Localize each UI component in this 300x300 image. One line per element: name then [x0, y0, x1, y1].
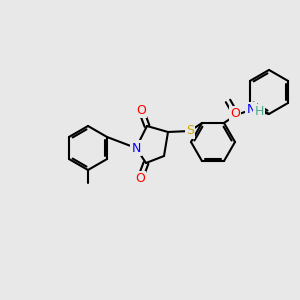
Text: N: N — [246, 103, 256, 116]
Text: N: N — [131, 142, 141, 154]
Text: O: O — [135, 172, 145, 185]
Text: S: S — [186, 124, 194, 137]
Text: O: O — [136, 103, 146, 116]
Text: O: O — [230, 107, 240, 120]
Text: H: H — [254, 105, 264, 119]
